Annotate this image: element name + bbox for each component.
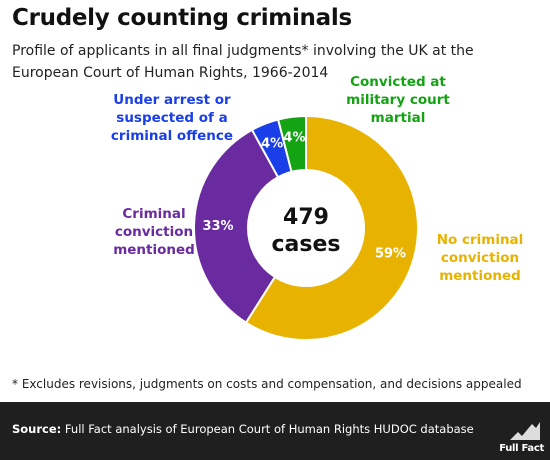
donut-slice: [276, 114, 307, 174]
slice-percent-label: 59%: [375, 247, 406, 262]
slice-category-label: Convicted at military court martial: [346, 74, 450, 126]
footnote: * Excludes revisions, judgments on costs…: [12, 377, 522, 391]
source-bar: Source: Full Fact analysis of European C…: [0, 402, 550, 460]
chart-subtitle: Profile of applicants in all final judgm…: [12, 43, 474, 81]
center-label: cases: [272, 232, 341, 257]
donut-slice: [193, 128, 280, 324]
chart-title: Crudely counting criminals: [12, 5, 352, 31]
slice-category-label: Under arrest or suspected of a criminal of…: [111, 92, 233, 144]
full-fact-logo-icon: [510, 422, 540, 440]
slice-category-label: Criminal conviction mentioned: [113, 206, 195, 258]
slice-percent-label: 4%: [283, 131, 305, 146]
source-label: Source:: [12, 422, 62, 436]
slice-percent-label: 33%: [202, 219, 233, 234]
source-body: Full Fact analysis of European Court of …: [64, 422, 474, 436]
slice-percent-label: 4%: [261, 136, 283, 151]
slice-category-label: No criminal conviction mentioned: [437, 232, 524, 284]
donut-chart: 59% 33% 4% 4% No criminal conviction mentione…: [111, 74, 524, 341]
full-fact-logo: Full Fact: [499, 443, 544, 454]
donut-slice: [244, 114, 419, 341]
center-value: 479: [283, 205, 329, 230]
source-text: Source: Full Fact analysis of European C…: [12, 422, 474, 436]
